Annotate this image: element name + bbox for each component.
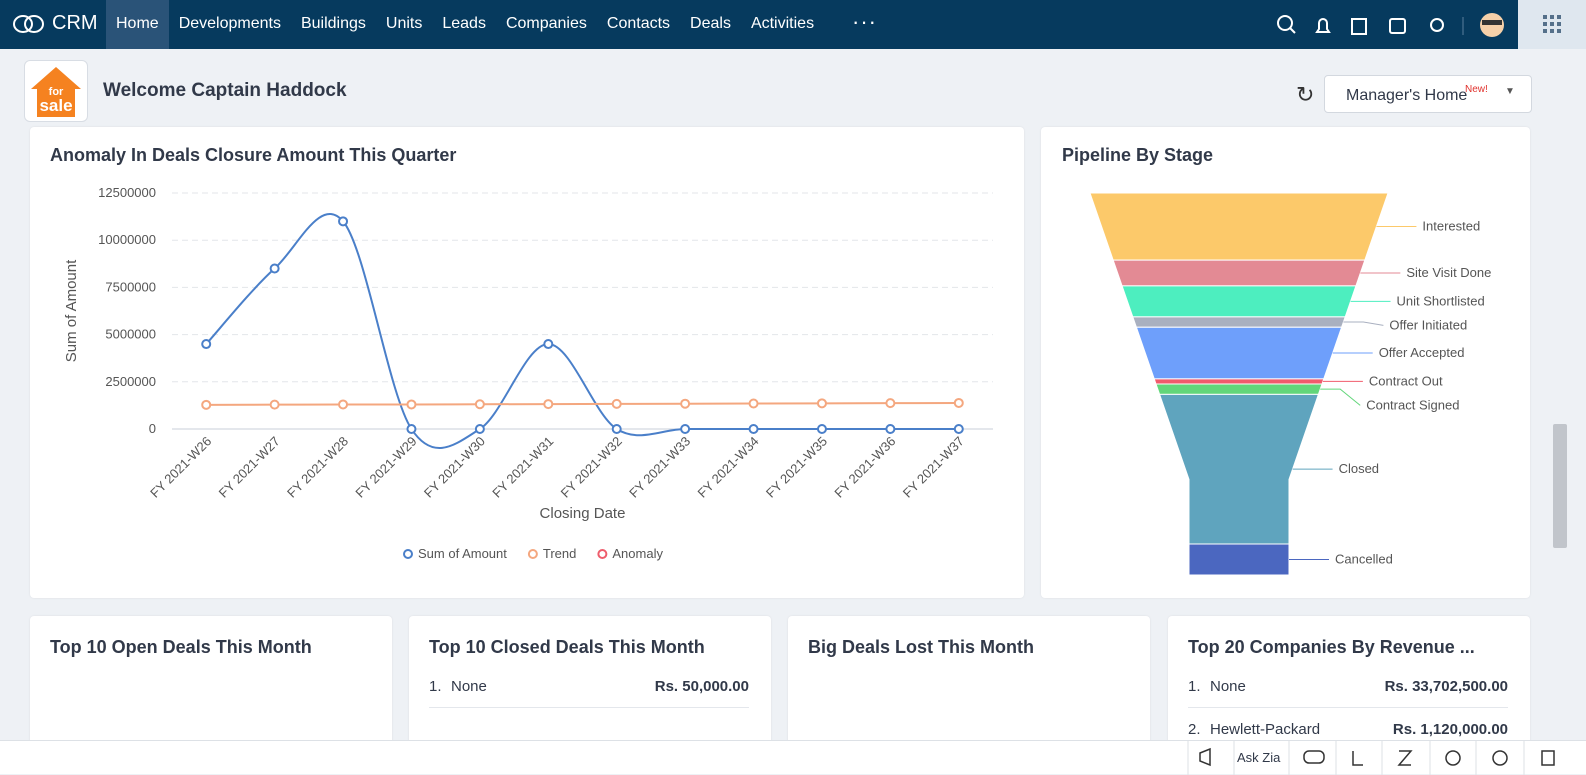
brand-logo [13, 15, 44, 33]
ask-zia[interactable]: Ask Zia [1237, 750, 1281, 765]
logo-text: for [49, 86, 64, 98]
dashboard-name: Manager's Home [1346, 87, 1468, 104]
nav-item[interactable]: Deals [690, 15, 731, 32]
nav-item[interactable]: Companies [505, 15, 587, 32]
bell-icon[interactable] [1315, 18, 1331, 33]
refresh-button[interactable]: ↻ [1296, 82, 1315, 107]
row-cell: 1. [429, 678, 442, 695]
brand[interactable]: CRM [52, 12, 98, 34]
logo-text: sale [39, 96, 72, 115]
org-logo: for sale [24, 60, 88, 122]
nav-icons [1277, 13, 1504, 37]
nav-item[interactable]: Home [106, 0, 169, 49]
line-chart-card [30, 127, 1024, 598]
row-cell: 1. [1188, 678, 1201, 695]
nav-item[interactable]: Units [385, 15, 423, 32]
card-title: Top 20 Companies By Revenue ... [1188, 637, 1475, 657]
funnel-chart-card [1041, 127, 1530, 598]
new-badge: New! [1465, 84, 1488, 95]
footer: Ask Zia [0, 740, 1586, 775]
more-menu[interactable]: ··· [852, 9, 877, 34]
calendar-icon[interactable] [1389, 18, 1406, 34]
list-row: 1. None Rs. 50,000.00 [429, 668, 749, 708]
search-icon[interactable] [1277, 15, 1293, 31]
list-card: Top 20 Companies By Revenue ... 1. None Rs.… [1168, 616, 1530, 756]
row-cell: Hewlett-Packard [1210, 721, 1321, 738]
card-title: Big Deals Lost This Month [808, 637, 1035, 657]
row-cell: None [1210, 678, 1246, 695]
nav-items: Home Developments Buildings Units Leads Compa… [106, 0, 824, 49]
nav-item[interactable]: Contacts [606, 15, 671, 32]
add-icon[interactable] [1351, 18, 1367, 35]
list-card: Top 10 Closed Deals This Month 1. None Rs. … [409, 616, 771, 756]
list-card: Big Deals Lost This Month [788, 616, 1150, 756]
nav-item[interactable]: Buildings [300, 15, 366, 32]
row-cell: None [451, 678, 487, 695]
apps-button[interactable] [1518, 0, 1586, 49]
list-card: Top 10 Open Deals This Month [30, 616, 392, 756]
row-cell: 2. [1188, 721, 1201, 738]
list-row: 1. None Rs. 33,702,500.00 [1188, 668, 1508, 708]
nav-item[interactable]: Developments [178, 15, 281, 32]
dashboard-selector[interactable]: Manager's Home New! ▼ [1324, 75, 1532, 113]
row-cell: Rs. 50,000.00 [654, 678, 749, 695]
list-row: 2. Hewlett-Packard Rs. 1,120,000.00 [1188, 711, 1508, 751]
card-title: Top 10 Closed Deals This Month [429, 637, 705, 657]
scrollbar [1552, 127, 1568, 739]
nav-item[interactable]: Activities [750, 15, 815, 32]
welcome: Welcome Captain Haddock [103, 80, 347, 101]
row-cell: Rs. 33,702,500.00 [1384, 678, 1508, 695]
settings-icon[interactable] [1430, 18, 1444, 32]
nav-item[interactable]: Leads [442, 15, 486, 32]
top-nav: CRM Home Developments Buildings Units Leads C… [0, 0, 1586, 49]
card-title: Top 10 Open Deals This Month [50, 637, 312, 657]
row-cell: Rs. 1,120,000.00 [1392, 721, 1508, 738]
